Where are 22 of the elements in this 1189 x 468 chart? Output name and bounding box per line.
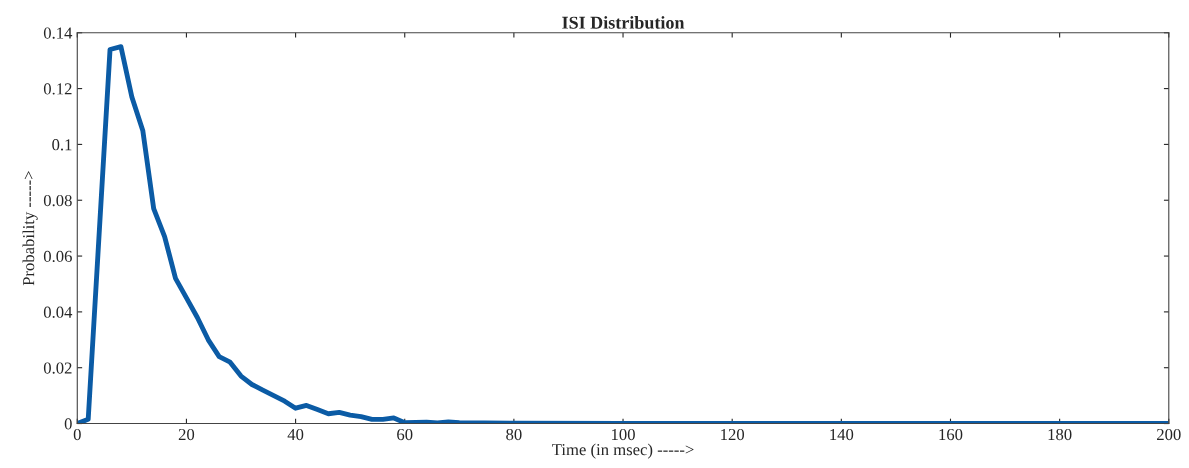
y-tick-label: 0.06 [43, 250, 72, 263]
x-axis-title: Time (in msec) -----> [552, 443, 694, 459]
x-tick-label: 60 [397, 428, 413, 441]
x-tick-label: 120 [721, 428, 745, 441]
y-tick-label: 0 [64, 418, 72, 430]
x-tick-label: 20 [178, 428, 195, 441]
x-tick-label: 140 [830, 428, 854, 441]
y-tick-label: 0.12 [43, 83, 72, 95]
x-tick-label: 40 [287, 428, 304, 441]
x-tick-label: 80 [506, 428, 522, 441]
x-tick-label: 200 [1157, 428, 1181, 441]
x-tick-label: 180 [1048, 428, 1072, 441]
y-tick-label: 0.02 [43, 362, 72, 374]
x-tick-label: 100 [612, 428, 635, 441]
y-tick-label: 0.1 [52, 139, 72, 151]
x-tick-label: 160 [939, 428, 963, 441]
y-tick-label: 0.04 [43, 306, 73, 318]
y-tick-label: 0.08 [43, 194, 72, 207]
x-tick-label: 0 [73, 428, 81, 441]
chart-title: ISI Distribution [562, 16, 685, 29]
y-axis-title: Probability -----> [22, 171, 38, 286]
y-tick-label: 0.14 [43, 27, 73, 39]
